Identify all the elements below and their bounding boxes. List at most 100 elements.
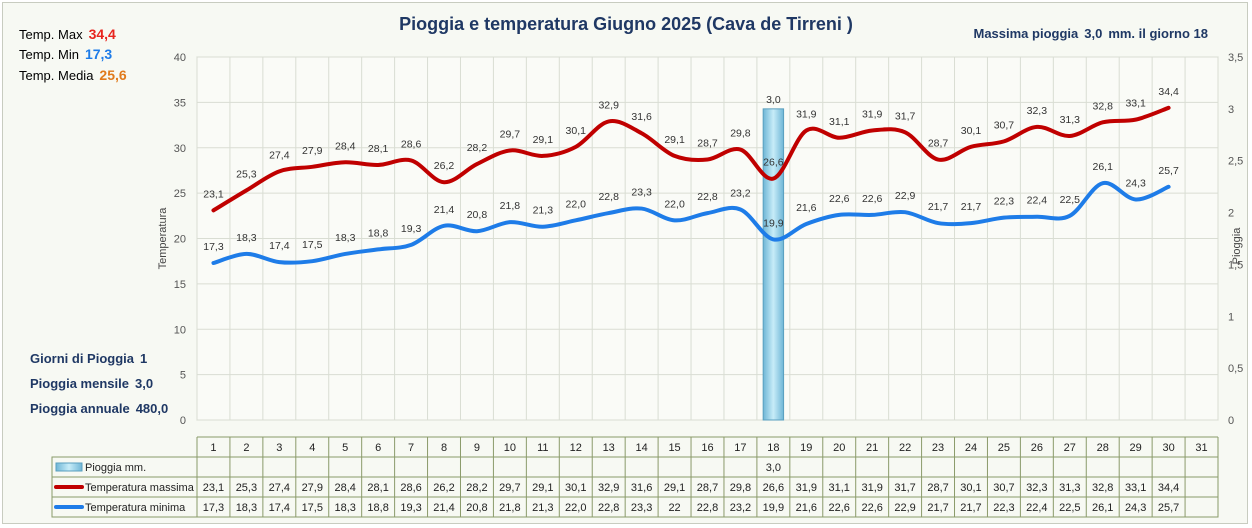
x-tick-label: 10 bbox=[504, 442, 516, 454]
tmax-label: Temp. Max bbox=[19, 27, 83, 42]
y-tick-label: 35 bbox=[174, 97, 186, 109]
tmin-series-line bbox=[211, 181, 1171, 266]
table-cell: 33,1 bbox=[1125, 482, 1146, 494]
tavg-stat: Temp. Media 25,6 bbox=[19, 67, 127, 83]
table-cell: 30,1 bbox=[565, 482, 586, 494]
x-tick-label: 1 bbox=[210, 442, 216, 454]
tmax-data-label: 28,2 bbox=[467, 142, 488, 154]
tmin-data-label: 21,8 bbox=[500, 200, 521, 212]
tmin-data-label: 19,9 bbox=[763, 217, 784, 229]
table-row-header: Temperatura minima bbox=[85, 502, 186, 514]
tmax-data-label: 30,1 bbox=[566, 125, 587, 137]
tmin-data-label: 18,8 bbox=[368, 227, 389, 239]
table-cell: 23,3 bbox=[631, 502, 652, 514]
y-tick-label: 10 bbox=[174, 324, 186, 336]
x-tick-label: 6 bbox=[375, 442, 381, 454]
x-tick-label: 29 bbox=[1130, 442, 1142, 454]
tmin-data-label: 21,4 bbox=[434, 204, 455, 216]
tmin-data-label: 22,5 bbox=[1060, 194, 1081, 206]
tmin-data-label: 26,1 bbox=[1093, 161, 1114, 173]
tmin-data-label: 21,7 bbox=[961, 201, 982, 213]
table-cell: 22,6 bbox=[829, 502, 850, 514]
x-tick-label: 7 bbox=[408, 442, 414, 454]
table-cell: 21,3 bbox=[532, 502, 553, 514]
table-cell: 28,7 bbox=[927, 482, 948, 494]
tmin-stat: Temp. Min 17,3 bbox=[19, 46, 112, 62]
table-cell: 22 bbox=[668, 502, 680, 514]
rain-bar bbox=[762, 108, 785, 421]
y-tick-label: 0 bbox=[180, 415, 186, 427]
tmin-data-label: 20,8 bbox=[467, 209, 488, 221]
tmax-data-label: 29,8 bbox=[730, 128, 751, 140]
x-tick-label: 14 bbox=[636, 442, 648, 454]
table-cell: 3,0 bbox=[766, 462, 781, 474]
x-tick-label: 5 bbox=[342, 442, 348, 454]
table-cell: 19,3 bbox=[400, 502, 421, 514]
table-cell: 17,4 bbox=[269, 502, 290, 514]
tmax-data-label: 31,3 bbox=[1060, 114, 1081, 126]
tmax-value: 34,4 bbox=[88, 26, 116, 42]
y-axis-title: Temperatura bbox=[157, 207, 169, 270]
table-cell: 21,7 bbox=[927, 502, 948, 514]
table-cell: 26,1 bbox=[1092, 502, 1113, 514]
tmin-data-label: 21,3 bbox=[533, 205, 554, 217]
x-tick-label: 17 bbox=[734, 442, 746, 454]
x-tick-label: 21 bbox=[866, 442, 878, 454]
table-cell: 27,4 bbox=[269, 482, 290, 494]
tmax-data-label: 31,1 bbox=[829, 116, 850, 128]
chart-title: Pioggia e temperatura Giugno 2025 (Cava … bbox=[399, 14, 853, 34]
table-cell: 17,5 bbox=[302, 502, 323, 514]
table-cell: 29,7 bbox=[499, 482, 520, 494]
tavg-value: 25,6 bbox=[99, 67, 127, 83]
tmin-data-label: 24,3 bbox=[1125, 177, 1146, 189]
max-rain-suffix: mm. il giorno 18 bbox=[1108, 26, 1208, 41]
x-tick-label: 18 bbox=[767, 442, 779, 454]
x-tick-label: 16 bbox=[701, 442, 713, 454]
tmax-data-label: 23,1 bbox=[203, 188, 224, 200]
table-cell: 28,1 bbox=[367, 482, 388, 494]
table-cell: 29,1 bbox=[664, 482, 685, 494]
table-cell: 31,3 bbox=[1059, 482, 1080, 494]
tmax-data-label: 32,3 bbox=[1027, 105, 1048, 117]
rain-year-value: 480,0 bbox=[135, 401, 169, 416]
table-cell: 26,6 bbox=[763, 482, 784, 494]
tmax-data-label: 29,7 bbox=[500, 128, 521, 140]
table-cell: 23,1 bbox=[203, 482, 224, 494]
tmax-data-label: 28,7 bbox=[697, 138, 718, 150]
table-cell: 22,8 bbox=[598, 502, 619, 514]
tmax-data-label: 31,9 bbox=[796, 109, 817, 121]
tmax-data-label: 27,9 bbox=[302, 145, 323, 157]
max-rain-info: Massima pioggia 3,0 mm. il giorno 18 bbox=[967, 26, 1208, 41]
x-tick-label: 15 bbox=[668, 442, 680, 454]
tmin-data-label: 22,3 bbox=[994, 196, 1015, 208]
tmax-data-label: 29,1 bbox=[533, 134, 554, 146]
tmin-data-label: 22,0 bbox=[664, 198, 685, 210]
table-row-header: Temperatura massima bbox=[85, 482, 195, 494]
table-cell: 22,5 bbox=[1059, 502, 1080, 514]
tmin-data-label: 17,4 bbox=[269, 240, 290, 252]
table-cell: 31,9 bbox=[861, 482, 882, 494]
tmin-data-label: 22,6 bbox=[829, 193, 850, 205]
x-tick-label: 26 bbox=[1031, 442, 1043, 454]
tmax-data-label: 30,1 bbox=[961, 125, 982, 137]
x-tick-label: 31 bbox=[1195, 442, 1207, 454]
tmin-data-label: 17,5 bbox=[302, 239, 323, 251]
tmax-data-label: 29,1 bbox=[664, 134, 685, 146]
y2-tick-label: 1,5 bbox=[1228, 259, 1243, 271]
tmax-data-label: 28,7 bbox=[928, 138, 949, 150]
tmin-data-label: 18,3 bbox=[335, 232, 356, 244]
tmin-data-label: 19,3 bbox=[401, 223, 422, 235]
tmin-data-label: 22,0 bbox=[566, 198, 587, 210]
table-cell: 17,3 bbox=[203, 502, 224, 514]
y-tick-label: 30 bbox=[174, 143, 186, 155]
tmin-data-label: 22,8 bbox=[598, 191, 619, 203]
x-tick-label: 23 bbox=[932, 442, 944, 454]
rain-month-label: Pioggia mensile bbox=[30, 376, 129, 391]
table-cell: 25,7 bbox=[1158, 502, 1179, 514]
rain-month-value: 3,0 bbox=[134, 376, 154, 391]
tmin-data-label: 21,6 bbox=[796, 202, 817, 214]
y2-tick-label: 1 bbox=[1228, 311, 1234, 323]
tmax-data-label: 28,4 bbox=[335, 140, 356, 152]
table-cell: 30,1 bbox=[960, 482, 981, 494]
